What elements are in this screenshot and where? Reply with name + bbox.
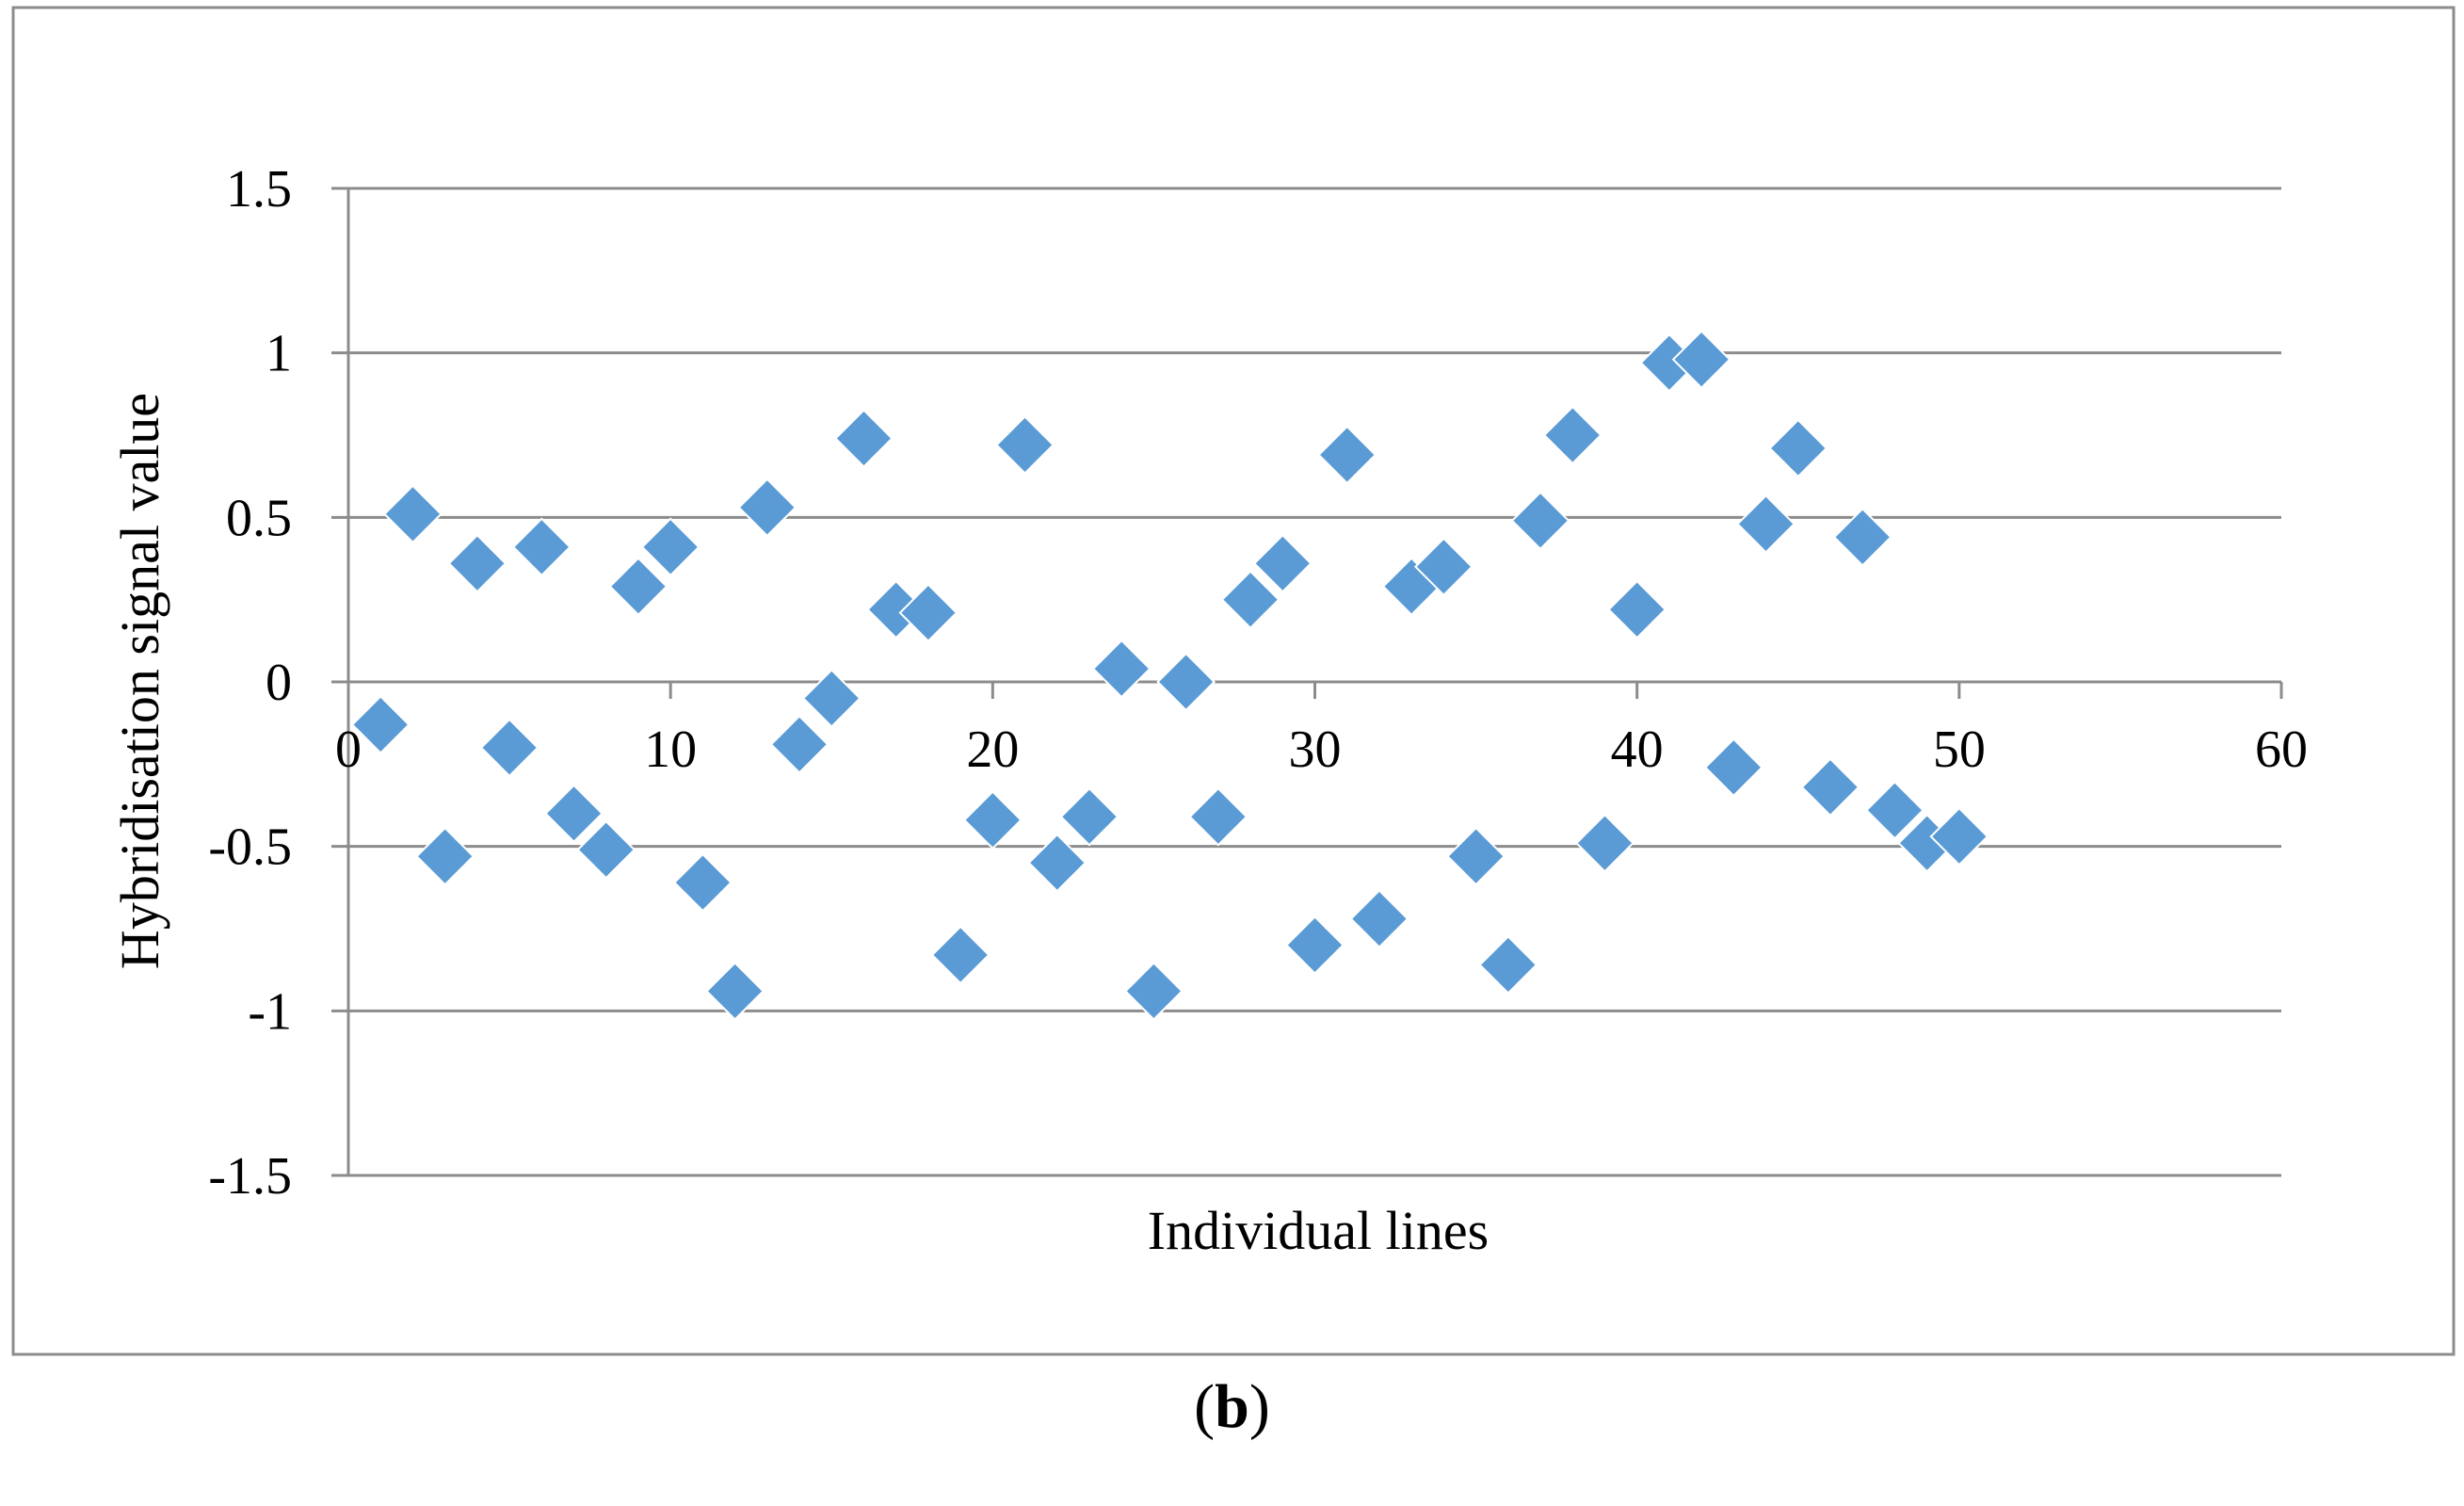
data-point-11 [672,852,733,913]
data-point-21 [995,415,1055,475]
data-point-22 [1027,833,1087,893]
data-point-10 [640,517,701,577]
data-point-28 [1220,570,1280,630]
data-point-16 [834,409,894,468]
data-point-47 [1832,507,1892,567]
caption-open-paren: ( [1194,1372,1216,1441]
data-point-18 [898,583,958,643]
data-point-43 [1703,737,1763,798]
data-point-4 [447,533,507,593]
data-point-23 [1059,786,1119,847]
data-point-6 [511,517,572,577]
x-axis-title: Individual lines [1148,1200,1489,1261]
y-tick-label: 1.5 [226,160,292,219]
y-tick-label: -1 [248,982,292,1041]
data-point-7 [544,784,604,844]
y-tick-label: -1.5 [208,1147,292,1206]
data-point-36 [1478,935,1538,995]
data-point-20 [962,790,1023,850]
data-point-35 [1446,826,1506,886]
data-points [350,330,1989,1021]
data-point-39 [1575,813,1635,873]
data-point-1 [350,694,411,754]
data-point-31 [1317,425,1377,485]
axes [331,186,2283,1177]
data-point-19 [930,925,990,985]
x-tick-label: 40 [1611,721,1664,779]
y-tick-label: 1 [266,325,292,383]
data-point-25 [1124,961,1184,1021]
data-point-42 [1671,330,1731,390]
x-tick-label: 60 [2255,721,2308,779]
y-tick-label: 0.5 [226,489,292,547]
data-point-48 [1864,780,1924,840]
data-point-14 [769,714,829,774]
y-tick-labels: 1.5 1 0.5 0 -0.5 -1 -1.5 [208,160,292,1206]
caption-close-paren: ) [1248,1372,1270,1441]
data-point-2 [383,484,443,544]
data-point-29 [1252,533,1313,593]
data-point-44 [1736,494,1796,554]
data-point-5 [479,718,540,778]
y-axis-title: Hybridisation signal value [109,393,170,969]
data-point-15 [801,669,862,728]
data-point-13 [737,478,797,538]
data-point-3 [415,826,475,886]
data-point-9 [608,557,668,617]
caption-letter: b [1215,1372,1249,1441]
data-point-24 [1091,639,1151,699]
x-tick-label: 10 [644,721,697,779]
y-tick-label: -0.5 [208,818,292,877]
data-point-38 [1542,405,1602,465]
data-point-34 [1413,537,1474,597]
y-tick-label: 0 [266,654,292,712]
data-point-30 [1285,915,1345,975]
data-point-26 [1156,652,1216,712]
data-point-45 [1768,418,1828,478]
data-point-32 [1349,889,1409,948]
gridlines [348,186,2281,1177]
data-point-12 [705,961,765,1021]
data-point-50 [1929,806,1989,866]
x-tick-label: 30 [1289,721,1342,779]
data-point-46 [1800,757,1860,818]
figure-caption: (b) [0,1371,2464,1443]
data-point-27 [1188,786,1248,847]
data-point-37 [1510,491,1570,551]
x-tick-label: 50 [1933,721,1986,779]
x-tick-label: 20 [966,721,1019,779]
data-point-8 [576,819,636,880]
data-point-40 [1607,579,1667,640]
